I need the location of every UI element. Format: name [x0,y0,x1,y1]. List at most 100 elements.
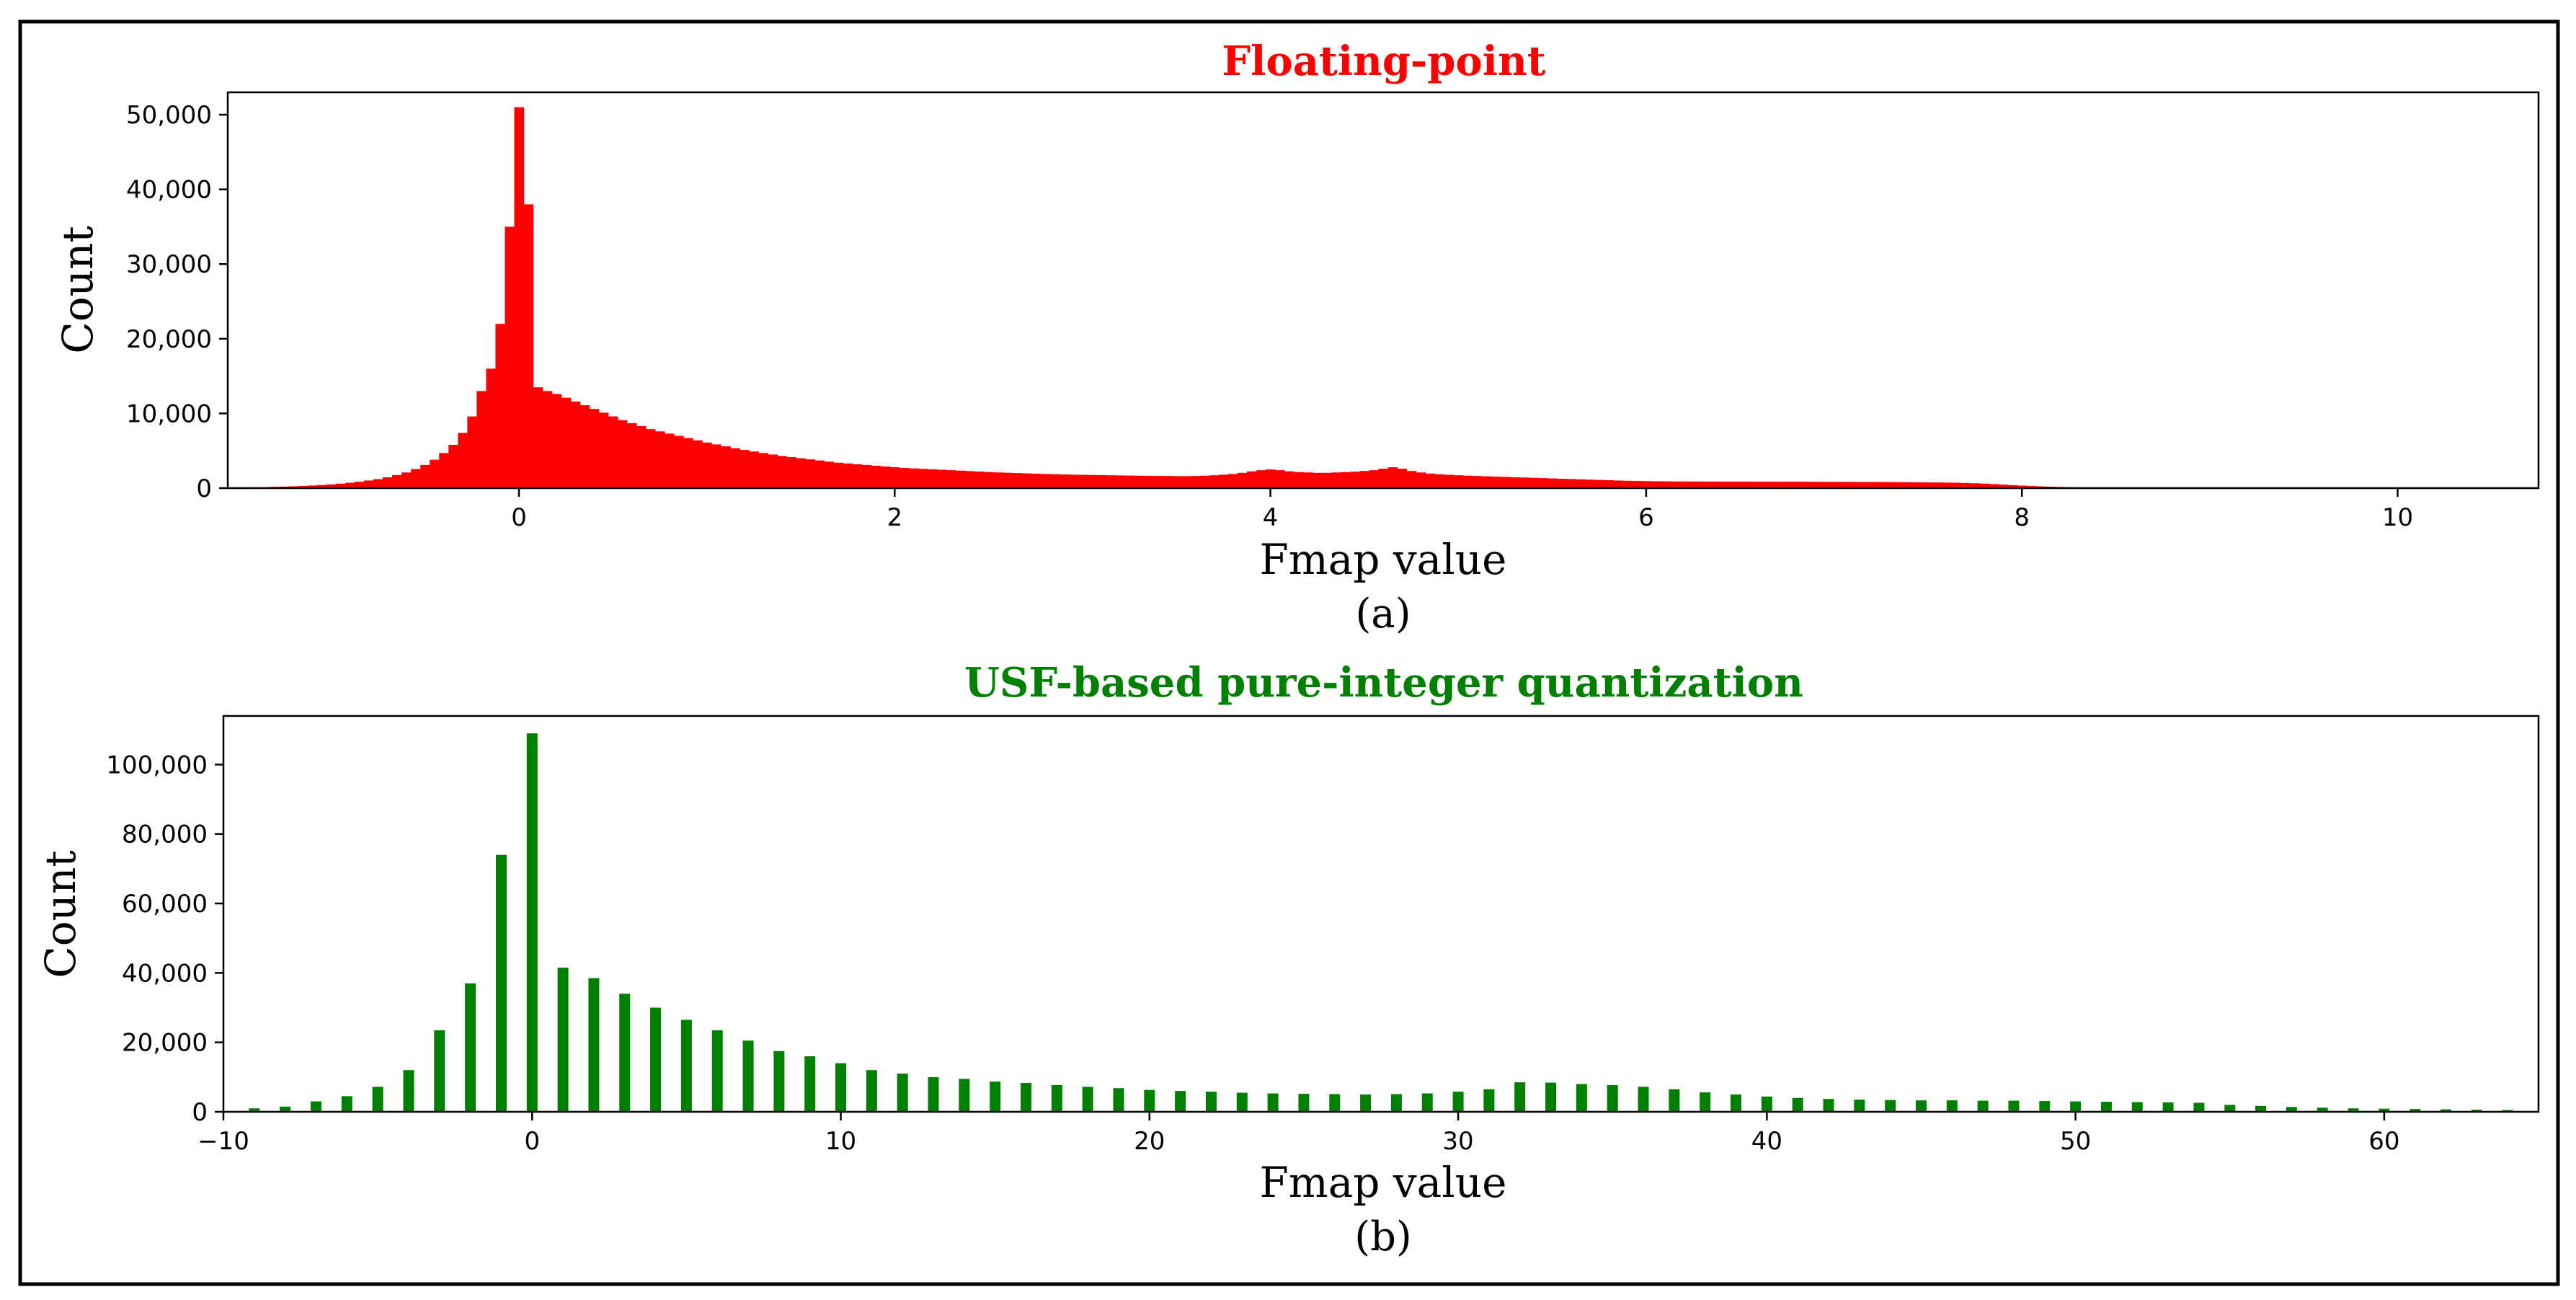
chart-a-bar [1181,476,1191,488]
chart-a-xtick-label: 4 [1263,503,1279,532]
chart-b-bar [2410,1109,2421,1112]
chart-a-bar [1481,476,1492,488]
chart-a-ytick-label: 50,000 [126,101,212,130]
chart-a-bar [786,457,797,488]
chart-a-bar [617,420,628,488]
chart-b-bar [1483,1089,1495,1112]
chart-a-bar [476,391,487,488]
chart-b-xtick-label: 60 [2368,1127,2399,1156]
chart-a-bar [551,394,562,488]
chart-b-bar [1700,1092,1711,1112]
chart-a-bar [899,468,910,488]
chart-a-xlabel: Fmap value [1260,535,1507,584]
chart-a-bar [1772,482,1783,488]
chart-a-bar [1716,481,1727,488]
chart-a-bar [354,482,365,488]
chart-a-bar [1434,474,1445,488]
chart-a-bar [1313,472,1323,488]
chart-a-bar [796,458,807,488]
chart-a-bars [241,107,2328,489]
chart-a-bar [1998,485,2009,488]
chart-a-bar [1622,480,1633,488]
chart-b-bar [1514,1082,1526,1112]
chart-a-bar [1152,476,1163,488]
chart-a-bar [1914,482,1924,488]
chart-a-bar [1754,481,1764,488]
chart-b-bar [2100,1102,2112,1112]
chart-a-bar [1303,472,1313,488]
chart-a-bar [1247,471,1257,488]
chart-a-bar [1960,482,1971,488]
chart-a-bar [1124,475,1135,488]
chart-a-bar [1162,476,1173,488]
chart-a-bar [1106,475,1116,488]
chart-a-bar [2017,485,2028,488]
chart-a-bar [467,416,477,488]
chart-b-bar [310,1101,321,1112]
chart-b-bar [1205,1092,1217,1112]
chart-a-bar [824,461,835,488]
chart-b-bar [403,1070,414,1112]
chart-a-bar [458,433,468,488]
chart-b-bar [495,854,507,1112]
chart-a-bar [1688,481,1699,488]
chart-b-bar [1298,1093,1310,1112]
chart-a-bar [1350,472,1361,488]
chart-a-bar [918,469,928,488]
chart-a-bar [1012,473,1022,488]
chart-a-bar [1096,474,1107,488]
chart-b-ylabel: Count [36,850,85,978]
chart-a-bar [1782,482,1793,488]
chart-a-bar [693,440,703,488]
chart-a-bar [430,459,440,488]
chart-b-bar [1823,1099,1834,1112]
chart-a-bar [1989,484,1999,488]
chart-b-bar [804,1056,816,1112]
chart-a-bar [889,467,900,488]
chart-a-bar [1425,473,1436,488]
chart-a-ytick-label: 20,000 [126,325,212,354]
chart-a-bar [1651,481,1661,488]
chart-b-xtick-label: −10 [197,1127,249,1156]
chart-b-bar [773,1051,785,1112]
chart-a-bar [335,483,346,488]
chart-a-bar [1791,482,1802,488]
chart-b-bar [1607,1084,1618,1112]
chart-b-bar [1329,1094,1341,1112]
chart-a-bar [495,324,506,488]
chart-a-bar [345,482,355,488]
chart-a-bar [1266,469,1276,488]
chart-a-bar [1331,472,1341,488]
chart-a-xtick-label: 8 [2014,503,2030,532]
chart-a-bar [1576,479,1586,488]
chart-a-bar [1068,474,1079,488]
chart-a-bar [1087,474,1098,488]
chart-a-bar [1416,472,1426,488]
chart-a-bar [561,397,572,488]
chart-b-bar [1421,1093,1433,1112]
chart-b-bar [1731,1094,1741,1112]
chart-a-bar [861,464,872,488]
chart-a-ytick-label: 0 [196,474,212,503]
chart-b-bar [2131,1102,2143,1112]
chart-b-bar [1854,1100,1865,1112]
chart-a-bar [843,463,853,488]
chart-a-bar [1951,482,1962,488]
chart-a-bar [1585,479,1595,488]
chart-b-bar [2471,1110,2482,1112]
chart-b-caption: (b) [1354,1213,1412,1260]
chart-b-bar [1669,1089,1680,1112]
chart-a-bar [1679,481,1689,488]
chart-a-bar [1932,482,1943,488]
chart-b-bar [1390,1094,1402,1112]
chart-a-bar [1059,474,1070,488]
chart-b-bar [2255,1105,2267,1112]
chart-b-bar [2224,1105,2236,1112]
chart-b-bar [2379,1108,2390,1112]
chart-a-bar [486,368,497,488]
chart-a-ylabel: Count [53,226,102,353]
chart-a-bar [1040,474,1050,488]
chart-b-bar [680,1020,692,1112]
